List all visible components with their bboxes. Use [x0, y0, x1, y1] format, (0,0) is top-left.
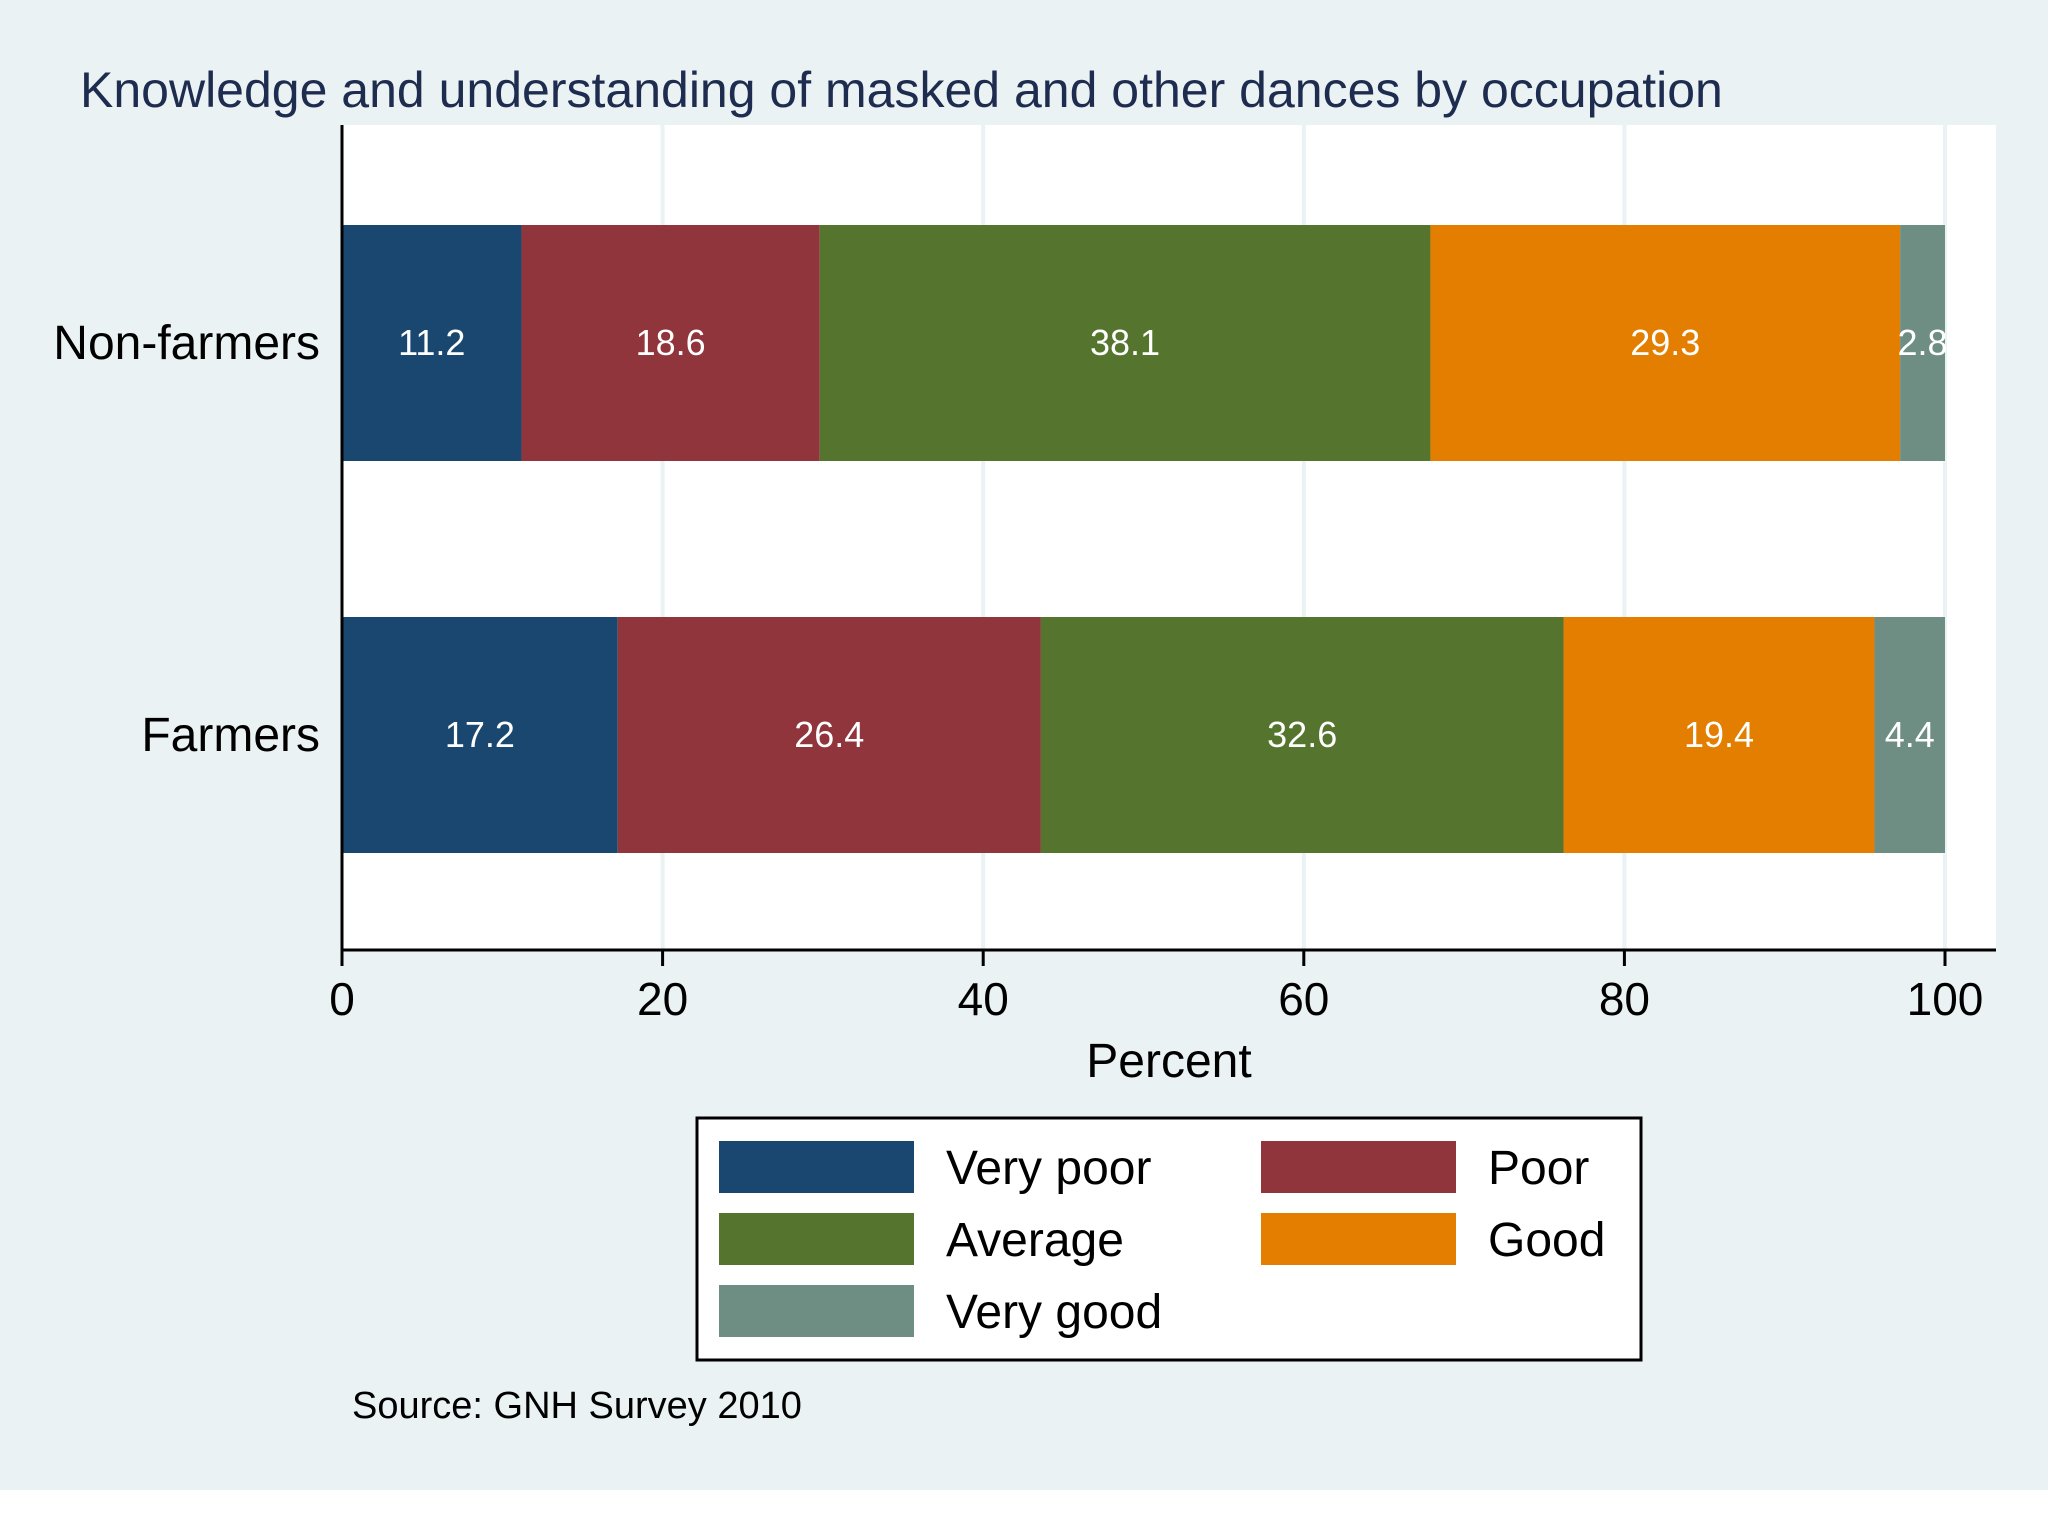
legend-label-very-good: Very good	[946, 1286, 1162, 1339]
value-label-farmers-very-poor: 17.2	[445, 714, 515, 755]
x-tick-label-100: 100	[1907, 973, 1984, 1025]
x-tick-label-0: 0	[329, 973, 355, 1025]
value-label-farmers-average: 32.6	[1267, 714, 1337, 755]
x-tick-label-20: 20	[637, 973, 688, 1025]
bar-farmers-good	[1563, 617, 1875, 853]
bar-farmers-poor	[617, 617, 1041, 853]
legend-swatch-very-poor	[719, 1141, 914, 1193]
value-label-farmers-good: 19.4	[1684, 714, 1754, 755]
bar-farmers-very-poor	[342, 617, 618, 853]
legend-label-poor: Poor	[1488, 1142, 1589, 1195]
legend-swatch-poor	[1261, 1141, 1456, 1193]
value-label-non-farmers-good: 29.3	[1630, 322, 1700, 363]
bar-farmers-average	[1040, 617, 1564, 853]
value-label-farmers-poor: 26.4	[794, 714, 864, 755]
bar-non-farmers-average	[819, 225, 1431, 461]
source-note: Source: GNH Survey 2010	[352, 1385, 802, 1427]
value-label-farmers-very-good: 4.4	[1885, 714, 1935, 755]
value-label-non-farmers-average: 38.1	[1090, 322, 1160, 363]
bar-farmers-very-good	[1874, 617, 1945, 853]
category-label-non-farmers: Non-farmers	[53, 317, 320, 370]
value-label-non-farmers-poor: 18.6	[636, 322, 706, 363]
legend-swatch-average	[719, 1213, 914, 1265]
chart-title: Knowledge and understanding of masked an…	[80, 62, 1723, 118]
bar-non-farmers-poor	[521, 225, 820, 461]
bar-non-farmers-good	[1430, 225, 1901, 461]
value-label-non-farmers-very-good: 2.8	[1898, 322, 1948, 363]
legend-label-good: Good	[1488, 1214, 1605, 1267]
value-label-non-farmers-very-poor: 11.2	[398, 322, 465, 363]
legend-swatch-good	[1261, 1213, 1456, 1265]
bar-non-farmers-very-good	[1900, 225, 1945, 461]
x-axis-title: Percent	[1086, 1035, 1251, 1088]
x-tick-label-80: 80	[1599, 973, 1650, 1025]
bar-non-farmers-very-poor	[342, 225, 522, 461]
legend-label-very-poor: Very poor	[946, 1142, 1151, 1195]
legend-label-average: Average	[946, 1214, 1124, 1267]
x-tick-label-60: 60	[1278, 973, 1329, 1025]
legend-swatch-very-good	[719, 1285, 914, 1337]
x-tick-label-40: 40	[958, 973, 1009, 1025]
category-label-farmers: Farmers	[141, 709, 320, 762]
